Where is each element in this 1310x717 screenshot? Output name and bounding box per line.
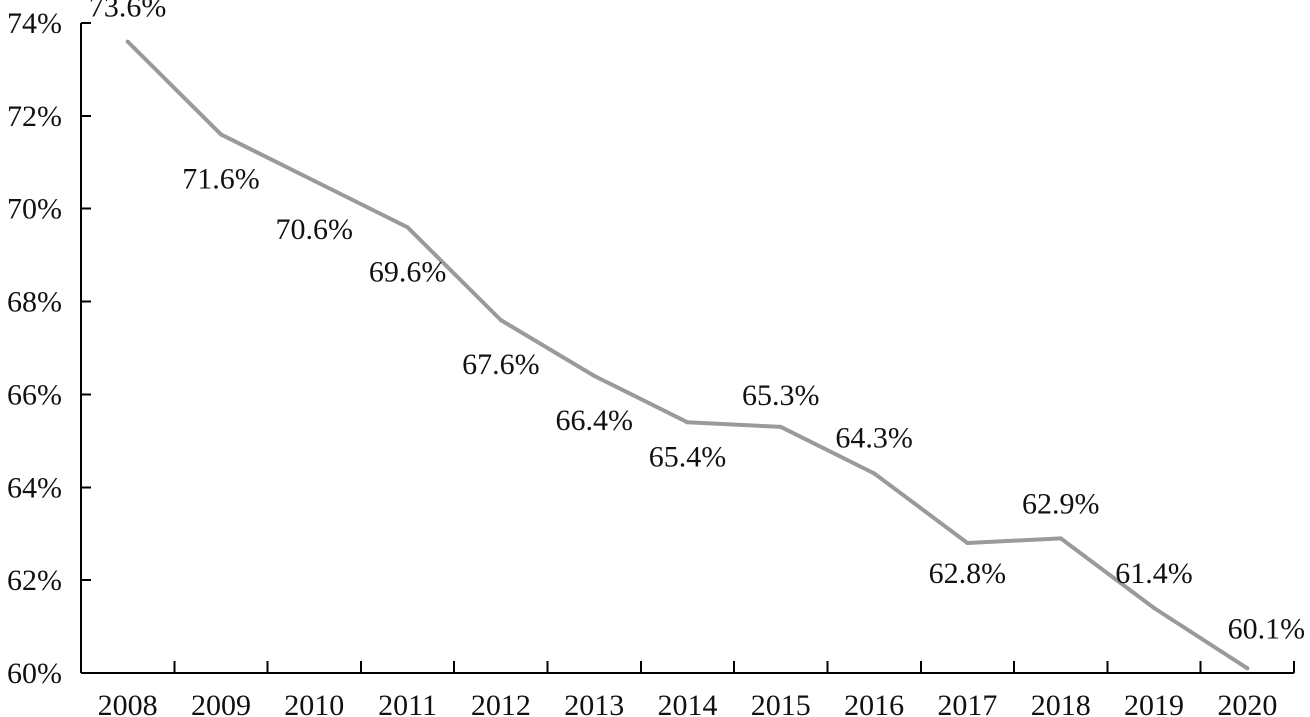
x-tick-label: 2019 <box>1124 689 1184 717</box>
x-tick-label: 2010 <box>284 689 344 717</box>
y-tick-label: 72% <box>7 100 62 133</box>
data-label: 71.6% <box>182 162 260 195</box>
y-tick-label: 64% <box>7 471 62 504</box>
data-label: 73.6% <box>89 0 167 24</box>
x-tick-label: 2011 <box>378 689 437 717</box>
x-tick-label: 2012 <box>471 689 531 717</box>
data-point <box>218 132 223 137</box>
data-label: 70.6% <box>276 213 354 246</box>
y-tick-label: 66% <box>7 378 62 411</box>
x-tick-label: 2008 <box>98 689 158 717</box>
data-point <box>312 178 317 183</box>
x-tick-label: 2009 <box>191 689 251 717</box>
chart-series <box>125 39 1250 671</box>
x-tick-label: 2015 <box>751 689 811 717</box>
x-tick-label: 2017 <box>937 689 997 717</box>
data-label: 69.6% <box>369 255 447 288</box>
data-label: 60.1% <box>1228 612 1306 645</box>
x-tick-label: 2013 <box>564 689 624 717</box>
x-tick-label: 2018 <box>1031 689 1091 717</box>
chart-axes: 60% 62% 64% 66% 68% 70% 72% 74% 2008 2009 2010 2011… <box>7 7 1295 717</box>
data-point <box>405 225 410 230</box>
x-tick-label: 2014 <box>658 689 718 717</box>
data-point <box>872 471 877 476</box>
data-point <box>592 373 597 378</box>
data-point <box>965 541 970 545</box>
data-point <box>685 420 690 425</box>
data-label: 62.8% <box>929 557 1007 590</box>
y-tick-label: 70% <box>7 193 62 226</box>
data-label: 61.4% <box>1115 557 1193 590</box>
data-point <box>778 424 783 429</box>
x-tick-label: 2020 <box>1217 689 1277 717</box>
data-point <box>1058 536 1063 541</box>
data-point <box>1152 606 1157 610</box>
chart-labels: 73.6% 71.6% 70.6% 69.6% 67.6% 66.4% 65.4% 65.3%… <box>89 0 1305 645</box>
data-label: 64.3% <box>835 421 913 454</box>
data-label: 65.3% <box>742 379 820 412</box>
data-point <box>1245 666 1250 671</box>
y-tick-label: 62% <box>7 564 62 597</box>
data-label: 65.4% <box>649 440 727 473</box>
data-label: 66.4% <box>555 404 633 437</box>
data-point <box>125 39 130 44</box>
y-tick-label: 68% <box>7 286 62 319</box>
series-line <box>126 40 1249 671</box>
data-label: 62.9% <box>1022 487 1100 520</box>
x-tick-label: 2016 <box>844 689 904 717</box>
data-point <box>498 318 503 323</box>
data-label: 67.6% <box>462 348 540 381</box>
y-tick-label: 74% <box>7 7 62 40</box>
y-tick-label: 60% <box>7 657 62 690</box>
